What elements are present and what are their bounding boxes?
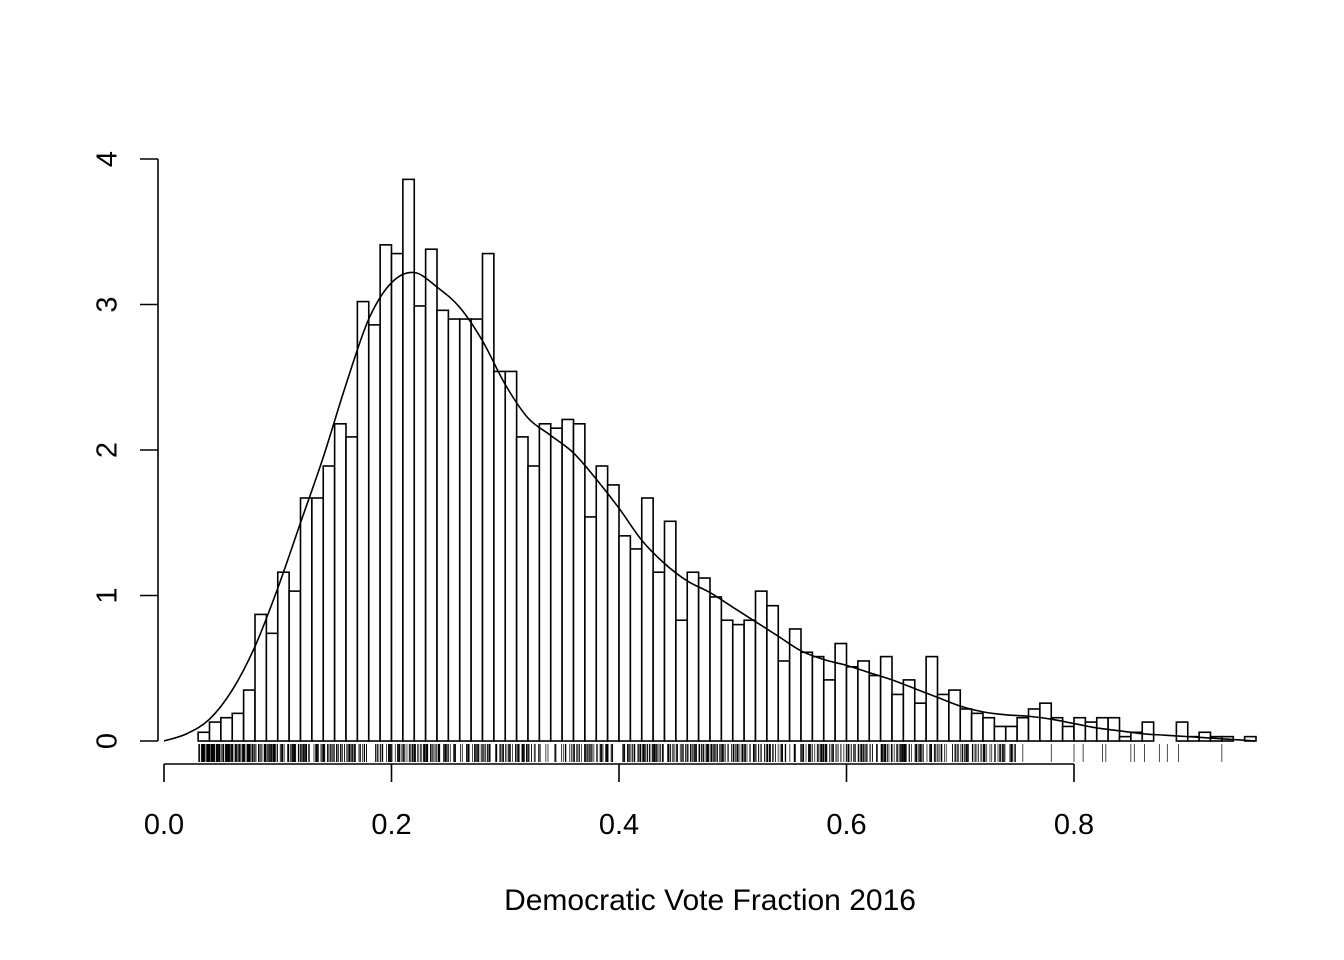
histogram-bar <box>345 436 359 742</box>
histogram-bar <box>299 497 313 742</box>
histogram-bar <box>379 244 393 742</box>
histogram-bar <box>481 252 495 742</box>
histogram-bar <box>800 651 814 742</box>
histogram-bar <box>925 655 939 742</box>
x-tick-label: 0.6 <box>826 809 866 841</box>
histogram-bar <box>447 318 461 742</box>
y-tick-label: 0 <box>92 733 124 749</box>
histogram-bar <box>333 423 347 742</box>
histogram-bar <box>402 178 416 742</box>
histogram-bar <box>561 418 575 742</box>
histogram-bar <box>1004 725 1018 742</box>
histogram-bar <box>720 619 734 742</box>
histogram-bar <box>959 708 973 742</box>
histogram-bar <box>458 318 472 742</box>
x-tick-label: 0.4 <box>599 809 639 841</box>
histogram-bar <box>515 436 529 742</box>
histogram-bar <box>1073 716 1087 742</box>
histogram-bar <box>697 577 711 742</box>
histogram-bar <box>891 693 905 742</box>
histogram-bar <box>436 309 450 742</box>
histogram-bar <box>913 702 927 742</box>
histogram-bar <box>527 465 541 742</box>
histogram-bar <box>1118 735 1132 742</box>
histogram-bar <box>743 619 757 742</box>
y-axis: 0 1 2 3 4 <box>92 151 159 749</box>
histogram-bar <box>584 516 598 742</box>
histogram-bar <box>413 305 427 742</box>
histogram-bar <box>311 497 325 742</box>
histogram-bar <box>1016 716 1030 742</box>
histogram-bar <box>618 535 632 742</box>
x-axis: 0.0 0.2 0.4 0.6 0.8 <box>144 763 1094 841</box>
histogram-bar <box>1084 721 1098 742</box>
density-curve <box>163 271 1257 742</box>
histogram-bar <box>549 427 563 742</box>
histogram-bar <box>652 571 666 742</box>
histogram-bar <box>731 623 745 742</box>
y-tick-label: 3 <box>92 296 124 312</box>
histogram-bar <box>606 484 620 742</box>
histogram-bar <box>663 520 677 742</box>
histogram-bar <box>1198 731 1212 742</box>
y-tick-label: 2 <box>92 442 124 458</box>
histogram-bar <box>982 716 996 742</box>
histogram-bar <box>640 497 654 742</box>
histogram-bar <box>868 674 882 742</box>
x-tick-label: 0.0 <box>144 809 184 841</box>
histogram-bar <box>197 731 211 742</box>
histogram-bar <box>686 571 700 742</box>
histogram-bar <box>265 632 279 742</box>
histogram-bar <box>879 655 893 742</box>
histogram-bar <box>1175 721 1189 742</box>
histogram-bar <box>993 725 1007 742</box>
histogram-bar <box>857 660 871 742</box>
histogram-bar <box>572 423 586 742</box>
histogram-bar <box>242 689 256 742</box>
histogram-bar <box>675 619 689 742</box>
histogram-bar <box>834 642 848 742</box>
x-tick-label: 0.8 <box>1054 809 1094 841</box>
histogram-bar <box>766 604 780 742</box>
histogram-bar <box>390 252 404 742</box>
histogram-bar <box>948 689 962 742</box>
histogram-bar <box>1061 725 1075 742</box>
histogram-bars <box>197 178 1257 742</box>
x-axis-label: Democratic Vote Fraction 2016 <box>504 884 916 917</box>
y-tick-label: 4 <box>92 151 124 167</box>
histogram-bar <box>231 712 245 742</box>
histogram-bar <box>367 324 381 742</box>
histogram-bar <box>902 679 916 742</box>
histogram-bar <box>288 590 302 742</box>
rug-marks <box>198 744 1223 762</box>
histogram-bar <box>322 465 336 742</box>
histogram-bar <box>709 596 723 742</box>
x-tick-label: 0.2 <box>371 809 411 841</box>
histogram-bar <box>845 665 859 742</box>
histogram-bar <box>777 660 791 742</box>
histogram-bar <box>1027 708 1041 742</box>
histogram-bar <box>276 571 290 742</box>
histogram-bar <box>822 679 836 742</box>
histogram-bar <box>754 590 768 742</box>
histogram-bar <box>970 712 984 742</box>
histogram-bar <box>1039 702 1053 742</box>
histogram-bar <box>538 423 552 742</box>
histogram-bar <box>208 721 222 742</box>
histogram-bar <box>470 318 484 742</box>
histogram-bar <box>811 655 825 742</box>
histogram-bar <box>504 370 518 742</box>
histogram-bar <box>356 300 370 742</box>
histogram-bar <box>424 248 438 742</box>
histogram-bar <box>1141 721 1155 742</box>
histogram-bar <box>220 716 234 742</box>
histogram-bar <box>493 370 507 742</box>
histogram-bar <box>595 465 609 742</box>
y-tick-label: 1 <box>92 587 124 603</box>
histogram-bar <box>629 548 643 742</box>
